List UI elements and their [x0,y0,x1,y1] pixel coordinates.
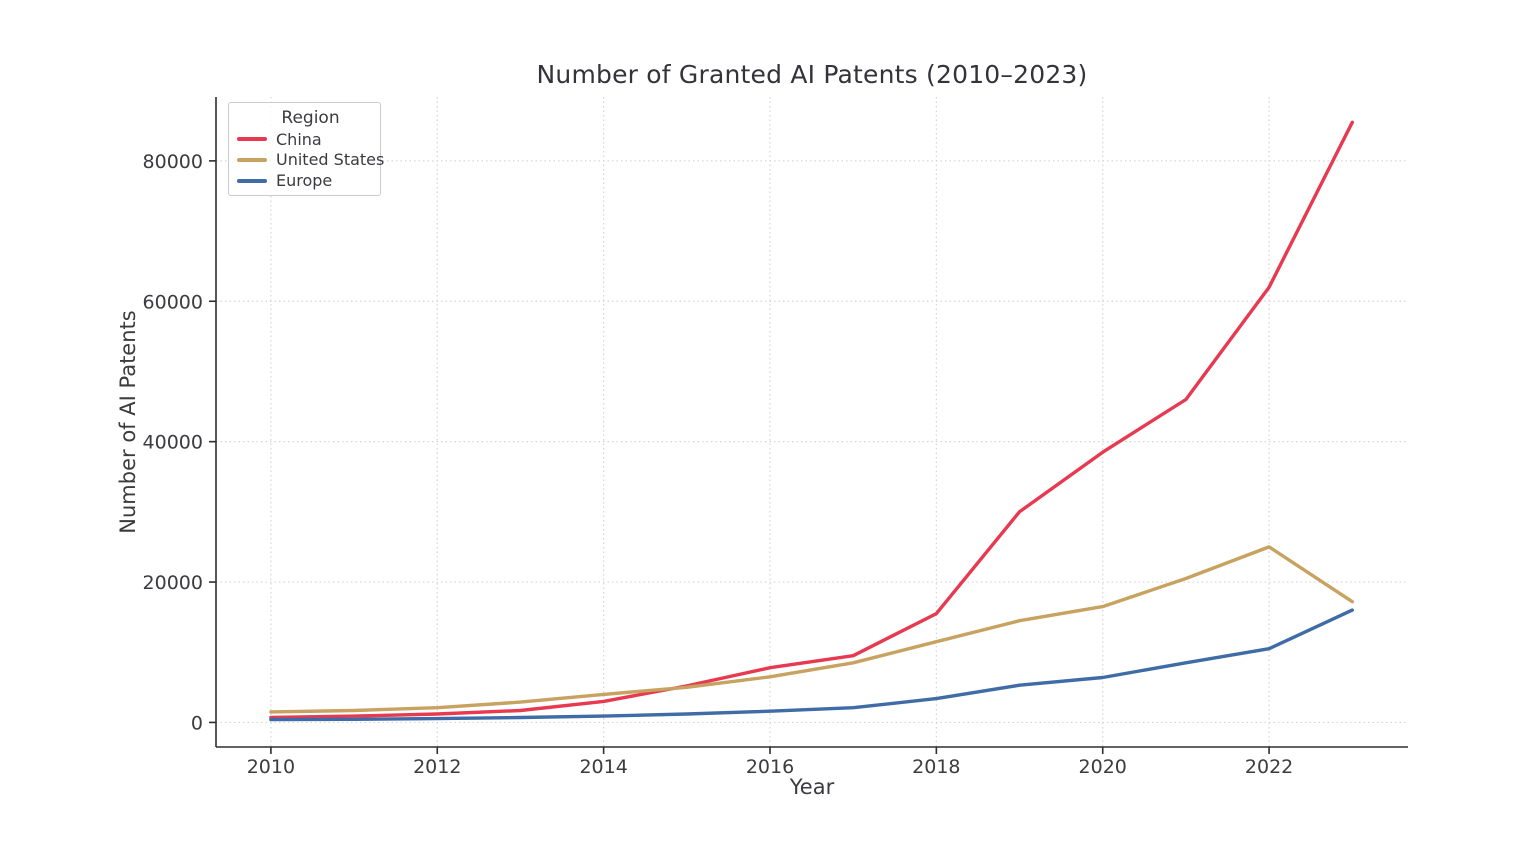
x-tick-label-2018: 2018 [912,756,960,778]
series-line-china [269,120,1355,720]
x-tick-label-2016: 2016 [746,756,794,778]
y-tick-label-40000: 40000 [143,432,203,454]
legend-label-china: China [276,129,322,149]
china-line-swatch [237,137,267,142]
y-tick-label-20000: 20000 [143,572,203,594]
legend-item-china: China [237,130,370,149]
x-axis-label: Year [789,775,835,799]
europe-line-swatch [237,178,267,183]
chart-title: Number of Granted AI Patents (2010–2023) [536,60,1088,89]
legend-item-united-states: United States [237,150,384,169]
legend-label-europe: Europe [276,171,333,191]
legend-title: Region [281,107,340,128]
legend-label-united-states: United States [276,150,385,170]
y-tick-label-60000: 60000 [143,291,203,313]
y-axis-label: Number of AI Patents [116,310,140,534]
legend: Region China United States Europe [228,102,384,196]
united-states-line-swatch [237,157,267,162]
x-tick-label-2014: 2014 [579,756,627,778]
x-tick-label-2022: 2022 [1245,756,1293,778]
x-tick-label-2012: 2012 [413,756,461,778]
series-line-united-states [269,545,1355,714]
x-tick-label-2020: 2020 [1079,756,1127,778]
x-tick-label-2010: 2010 [247,756,295,778]
y-tick-label-0: 0 [191,712,203,734]
series-line-europe [269,608,1355,722]
y-tick-label-80000: 80000 [143,151,203,173]
legend-item-europe: Europe [237,171,370,190]
